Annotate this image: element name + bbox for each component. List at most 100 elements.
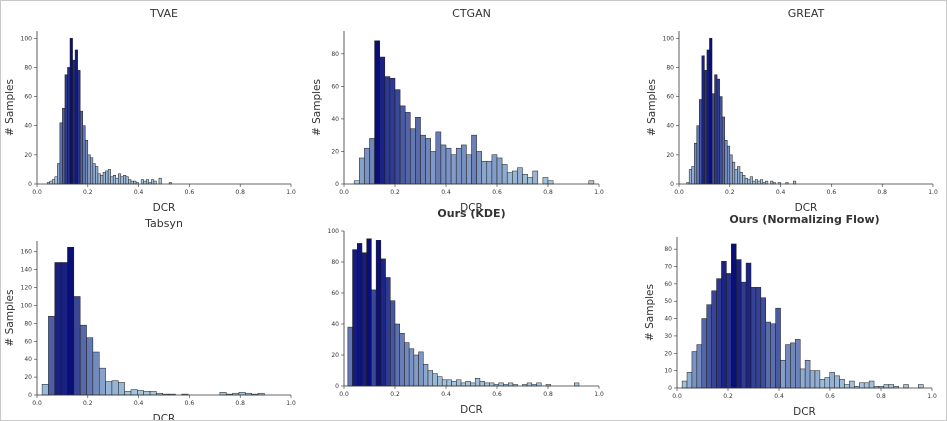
x-tick-label: 0.0 bbox=[339, 189, 349, 196]
histogram-bar bbox=[719, 96, 723, 185]
histogram-bar bbox=[111, 380, 119, 396]
histogram-bar bbox=[760, 297, 767, 389]
histogram-bar bbox=[574, 382, 580, 387]
histogram-bar bbox=[125, 176, 129, 185]
histogram-bar bbox=[542, 177, 549, 185]
histogram-bar bbox=[153, 180, 157, 185]
histogram-bar bbox=[410, 128, 416, 185]
histogram-bar bbox=[849, 380, 855, 389]
histogram-bar bbox=[143, 180, 147, 185]
histogram-bar bbox=[770, 180, 774, 185]
histogram-bar bbox=[427, 370, 433, 387]
histogram-bar bbox=[481, 160, 488, 185]
histogram-bar bbox=[430, 151, 437, 185]
histogram-bar bbox=[691, 166, 695, 185]
histogram-bar bbox=[82, 125, 86, 185]
y-tick-label: 20 bbox=[331, 352, 339, 359]
y-tick-label: 60 bbox=[666, 94, 674, 101]
histogram-bar bbox=[115, 177, 119, 185]
y-tick-label: 20 bbox=[24, 374, 32, 381]
histogram-bar bbox=[394, 89, 401, 185]
histogram-bar bbox=[735, 259, 742, 389]
y-axis-label: # Samples bbox=[4, 290, 16, 347]
histogram-bar bbox=[790, 342, 796, 389]
histogram-bar bbox=[238, 392, 246, 396]
histogram-bar bbox=[727, 145, 731, 185]
histogram-bar bbox=[73, 296, 81, 396]
histogram-bar bbox=[709, 38, 713, 185]
histogram-bar bbox=[498, 382, 504, 387]
x-axis-label: DCR bbox=[460, 202, 483, 214]
histogram-bar bbox=[437, 376, 443, 387]
histogram-bar bbox=[435, 131, 442, 185]
histogram-bar bbox=[701, 55, 705, 185]
histogram-bar bbox=[839, 379, 845, 389]
histogram-bar bbox=[750, 287, 757, 389]
histogram-bar bbox=[67, 67, 71, 185]
histogram-bar bbox=[734, 169, 738, 185]
histogram-bar bbox=[691, 351, 698, 389]
y-tick-label: 60 bbox=[24, 338, 32, 345]
histogram-bar bbox=[425, 138, 431, 185]
x-tick-label: 0.2 bbox=[83, 189, 93, 196]
histogram-bar bbox=[72, 59, 76, 185]
chart-panel: CTGAN 0.0 0.2 0.4 0.6 0.8 1.0 0 20 40 60 80 DCR # Sam… bbox=[311, 7, 604, 214]
histogram-bar bbox=[460, 382, 467, 387]
x-tick-label: 0.4 bbox=[134, 400, 144, 407]
histogram-bar bbox=[369, 138, 375, 185]
histogram-bar bbox=[711, 290, 717, 389]
y-tick-label: 0 bbox=[668, 385, 672, 392]
x-tick-label: 0.8 bbox=[543, 391, 553, 398]
y-tick-label: 20 bbox=[24, 152, 32, 159]
histogram-bar bbox=[112, 175, 116, 185]
y-tick-label: 40 bbox=[24, 356, 32, 363]
histogram-bar bbox=[379, 56, 386, 185]
chart-title: TVAE bbox=[149, 7, 178, 20]
y-tick-label: 0 bbox=[335, 383, 339, 390]
histogram-bar bbox=[824, 377, 830, 389]
histogram-bar bbox=[863, 382, 870, 389]
histogram-bar bbox=[693, 142, 698, 185]
histogram-bar bbox=[724, 140, 728, 185]
y-tick-label: 40 bbox=[331, 321, 339, 328]
y-tick-label: 80 bbox=[664, 246, 672, 253]
y-tick-label: 40 bbox=[666, 123, 674, 130]
histogram-bar bbox=[420, 134, 426, 185]
histogram-bar bbox=[151, 179, 155, 185]
histogram-bar bbox=[536, 382, 542, 387]
histogram-bar bbox=[130, 180, 134, 185]
histogram-bar bbox=[390, 300, 396, 387]
y-tick-label: 100 bbox=[663, 35, 675, 42]
histogram-bar bbox=[466, 154, 472, 185]
histogram-bar bbox=[780, 359, 786, 389]
histogram-bar bbox=[714, 74, 718, 185]
y-tick-label: 0 bbox=[28, 392, 32, 399]
histogram-bar bbox=[834, 375, 840, 389]
y-tick-label: 0 bbox=[335, 181, 339, 188]
histogram-bar bbox=[118, 382, 125, 396]
x-tick-label: 1.0 bbox=[594, 391, 604, 398]
histogram-bar bbox=[380, 258, 386, 387]
y-tick-label: 50 bbox=[664, 298, 672, 305]
histogram-bar bbox=[716, 278, 722, 389]
y-axis-label: # Samples bbox=[311, 79, 323, 136]
y-tick-label: 80 bbox=[24, 64, 32, 71]
histogram-bar bbox=[451, 381, 457, 387]
histogram-bar bbox=[140, 179, 144, 185]
histogram-bar bbox=[357, 243, 363, 387]
histogram-bar bbox=[74, 49, 78, 185]
chart-title: Tabsyn bbox=[144, 217, 183, 230]
histogram-bar bbox=[456, 379, 462, 387]
histogram-bar bbox=[729, 154, 733, 185]
histogram-bar bbox=[770, 323, 776, 389]
histogram-bar bbox=[399, 333, 405, 387]
y-tick-label: 20 bbox=[666, 152, 674, 159]
histogram-bar bbox=[48, 315, 56, 396]
histogram-bar bbox=[92, 351, 100, 396]
histogram-bar bbox=[415, 117, 421, 185]
histogram-bar bbox=[809, 370, 816, 389]
x-tick-label: 0.8 bbox=[235, 400, 245, 407]
histogram-bar bbox=[118, 173, 122, 185]
histogram-bar bbox=[775, 307, 781, 389]
histogram-bar bbox=[785, 344, 791, 389]
